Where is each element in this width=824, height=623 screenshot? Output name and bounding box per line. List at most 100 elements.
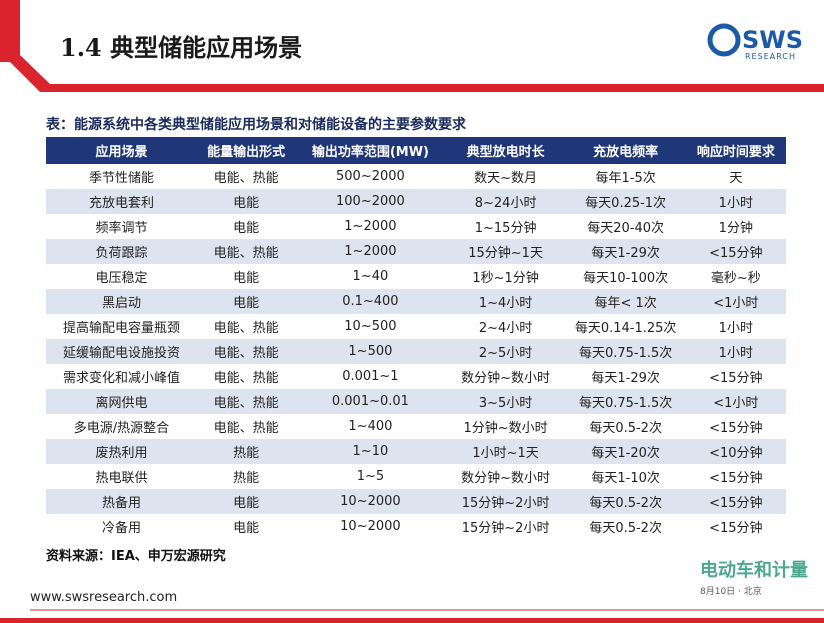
table-row: 热备用 电能 10~2000 15分钟~2小时 每天0.5-2次 <15分钟 [46,489,786,514]
table-cell: 1~10 [295,439,446,464]
table-cell: 3~5小时 [445,389,566,414]
column-header: 典型放电时长 [445,137,566,164]
table-row: 季节性储能 电能、热能 500~2000 数天~数月 每年1-5次天 [46,164,786,189]
table-cell: 15分钟~2小时 [445,514,566,539]
source: 资料来源：IEA、申万宏源研究 [46,549,226,564]
table-cell: 10~2000 [295,514,446,539]
table-cell: 1分钟 [685,214,786,239]
table-cell: 每天0.5-2次 [565,414,686,439]
table-cell: 1~2000 [295,239,446,264]
table-cell: 8~24小时 [445,189,566,214]
table-cell: 电能 [196,214,296,239]
table-cell: 电能、热能 [196,389,296,414]
table-cell: 每天1-29次 [565,239,686,264]
table-cell: 电能、热能 [196,239,296,264]
watermark-sub: 8月10日 · 北京 [700,587,762,597]
table-cell: 废热利用 [46,439,197,464]
table-row: 需求变化和减小峰值 电能、热能 0.001~1 数分钟~数小时 每天1-29次 <15分钟 [46,364,786,389]
table-cell: 每年< 1次 [565,289,686,314]
table-cell: 每天1-20次 [565,439,686,464]
table-cell: 1小时 [685,314,786,339]
table-cell: 电能、热能 [196,364,296,389]
table-cell: 电能 [196,289,296,314]
table-cell: 1~5 [295,464,446,489]
table-body: 季节性储能 电能、热能 500~2000 数天~数月 每年1-5次天充放电套利 电能 100… [46,164,786,539]
column-header: 响应时间要求 [685,137,786,164]
table-cell: 热能 [196,439,296,464]
table-row: 充放电套利 电能 100~2000 8~24小时 每天0.25-1次 1小时 [46,189,786,214]
footer-url: www.swsresearch.com [30,590,178,605]
table-cell: 充放电套利 [46,189,197,214]
table-cell: 季节性储能 [46,164,197,189]
table-cell: 1~4小时 [445,289,566,314]
table-cell: 每天0.5-2次 [565,514,686,539]
table-row: 频率调节 电能 1~2000 1~15分钟 每天20-40次 1分钟 [46,214,786,239]
table-cell: 1小时 [685,339,786,364]
table-cell: 1~400 [295,414,446,439]
logo: SWS [742,26,804,54]
table-cell: <15分钟 [685,464,786,489]
table-cell: <1小时 [685,389,786,414]
table: 应用场景 能量输出形式 输出功率范围(MW) 典型放电时长 充放电频率 响应时间要求 季节性… [46,137,786,539]
table-cell: 每天0.75-1.5次 [565,389,686,414]
table-cell: 1~500 [295,339,446,364]
table-cell: <15分钟 [685,364,786,389]
column-header: 输出功率范围(MW) [295,137,446,164]
table-cell: <10分钟 [685,439,786,464]
table-cell: 冷备用 [46,514,197,539]
table-cell: 2~4小时 [445,314,566,339]
table-cell: 每天0.75-1.5次 [565,339,686,364]
table-cell: <15分钟 [685,514,786,539]
column-header: 充放电频率 [565,137,686,164]
table-cell: 负荷跟踪 [46,239,197,264]
table-cell: 每天1-10次 [565,464,686,489]
table-cell: 每天0.5-2次 [565,489,686,514]
table-cell: 频率调节 [46,214,197,239]
table-cell: 电能 [196,489,296,514]
table-row: 负荷跟踪 电能、热能 1~2000 15分钟~1天 每天1-29次 <15分钟 [46,239,786,264]
title: 1.4 典型储能应用场景 [60,33,303,62]
table-cell: <15分钟 [685,414,786,439]
table-cell: <15分钟 [685,489,786,514]
table-row: 多电源/热源整合 电能、热能 1~400 1分钟~数小时 每天0.5-2次 <15分钟 [46,414,786,439]
column-header: 应用场景 [46,137,197,164]
table-row: 热电联供 热能 1~5 数分钟~数小时 每天1-10次 <15分钟 [46,464,786,489]
table-cell: 0.001~0.01 [295,389,446,414]
table-row: 提高输配电容量瓶颈 电能、热能 10~500 2~4小时 每天0.14-1.25次 1小时 [46,314,786,339]
table-cell: 电能 [196,189,296,214]
table-cell: 100~2000 [295,189,446,214]
table-cell: 电能、热能 [196,314,296,339]
caption: 表：能源系统中各类典型储能应用场景和对储能设备的主要参数要求 [46,117,466,133]
table-cell: 每天0.25-1次 [565,189,686,214]
table-cell: 需求变化和减小峰值 [46,364,197,389]
table-cell: 2~5小时 [445,339,566,364]
table-cell: 1小时 [685,189,786,214]
table-cell: 电能 [196,514,296,539]
table-cell: 1小时~1天 [445,439,566,464]
table-row: 延缓输配电设施投资 电能、热能 1~500 2~5小时 每天0.75-1.5次 1小时 [46,339,786,364]
table-row: 废热利用 热能 1~10 1小时~1天 每天1-20次 <10分钟 [46,439,786,464]
table-cell: 15分钟~2小时 [445,489,566,514]
table-cell: 每天1-29次 [565,364,686,389]
table-cell: 1分钟~数小时 [445,414,566,439]
table-cell: 每天10-100次 [565,264,686,289]
table-cell: 每天0.14-1.25次 [565,314,686,339]
table-cell: 热能 [196,464,296,489]
table-cell: 1秒~1分钟 [445,264,566,289]
table-cell: 热备用 [46,489,197,514]
table-cell: 数分钟~数小时 [445,464,566,489]
table-cell: 0.001~1 [295,364,446,389]
table-cell: 1~15分钟 [445,214,566,239]
table-cell: 热电联供 [46,464,197,489]
header-row: 应用场景 能量输出形式 输出功率范围(MW) 典型放电时长 充放电频率 响应时间要求 [46,137,786,164]
table-row: 冷备用 电能 10~2000 15分钟~2小时 每天0.5-2次 <15分钟 [46,514,786,539]
table-cell: 提高输配电容量瓶颈 [46,314,197,339]
table-row: 电压稳定 电能 1~40 1秒~1分钟 每天10-100次 毫秒~秒 [46,264,786,289]
table-cell: 10~2000 [295,489,446,514]
table-cell: 电能、热能 [196,339,296,364]
table-cell: 电能、热能 [196,164,296,189]
table-cell: 每年1-5次 [565,164,686,189]
table-cell: 电能、热能 [196,414,296,439]
